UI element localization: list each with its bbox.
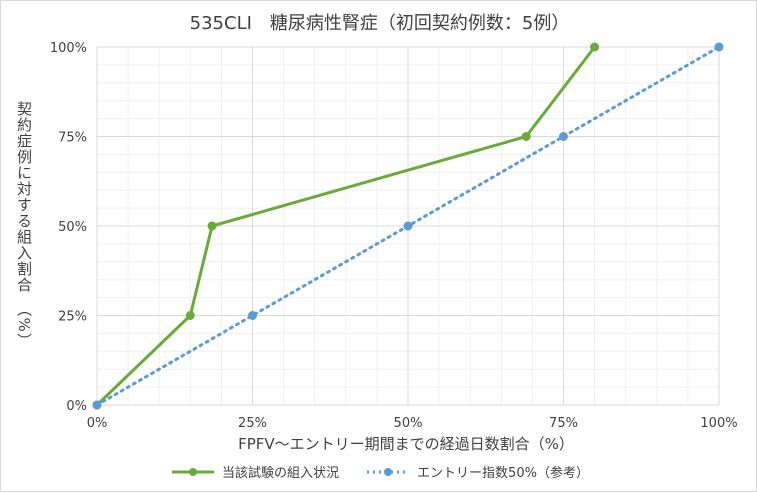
chart-title: 535CLI 糖尿病性腎症（初回契約例数：5例）: [189, 13, 570, 34]
x-tick-label: 25%: [238, 416, 267, 431]
legend-marker-series-1: [172, 467, 215, 476]
series-2-point: [92, 400, 102, 410]
series-1-point: [207, 221, 217, 231]
series-2-point: [714, 42, 724, 52]
y-tick-label: 25%: [58, 310, 87, 325]
legend-marker-series-2: [367, 467, 410, 476]
legend-item-series-1: 当該試験の組入状況: [170, 462, 339, 481]
y-axis-label: 契約症例に対する組入割合 （%）: [15, 101, 33, 349]
x-tick-label: 100%: [700, 416, 737, 431]
y-tick-label: 0%: [66, 399, 87, 414]
legend-label-series-1: 当該試験の組入状況: [222, 466, 340, 481]
x-tick-label: 0%: [87, 416, 108, 431]
legend: 当該試験の組入状況 エントリー指数50%（参考）: [1, 462, 757, 481]
series-2-point: [403, 221, 413, 231]
y-tick-label: 75%: [58, 131, 87, 146]
x-axis-label: FPFV～エントリー期間までの経過日数割合（%）: [238, 435, 574, 453]
series-1-point: [590, 42, 600, 52]
x-tick-label: 75%: [549, 416, 578, 431]
legend-item-series-2: エントリー指数50%（参考）: [365, 462, 589, 481]
series-2-point: [559, 132, 568, 141]
y-tick-label: 50%: [58, 220, 87, 235]
series-1-point: [185, 311, 195, 320]
legend-label-series-2: エントリー指数50%（参考）: [417, 466, 589, 481]
series-2-point: [248, 311, 257, 320]
y-tick-label: 100%: [50, 41, 87, 56]
x-tick-label: 50%: [394, 416, 423, 431]
series-1-point: [521, 132, 531, 141]
